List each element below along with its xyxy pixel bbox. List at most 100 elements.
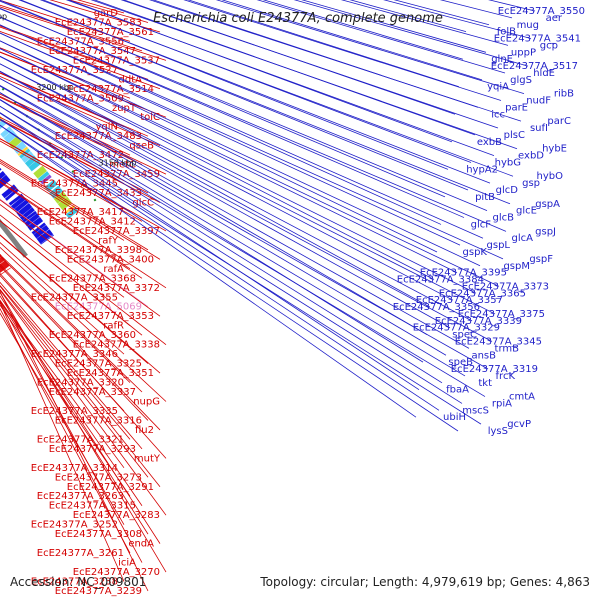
gene-label-forward: EcE24377A_3320 bbox=[37, 378, 124, 389]
gene-label-forward: EcE24377A_3360 bbox=[49, 330, 136, 341]
label-leader-line bbox=[0, 246, 167, 402]
gene-label-reverse: gspA bbox=[535, 199, 560, 210]
label-leader-line bbox=[0, 281, 143, 450]
label-leader-line bbox=[0, 300, 149, 535]
gene-label-forward: EcE24377A_3252 bbox=[31, 520, 118, 531]
label-leader-line bbox=[0, 112, 420, 391]
gene-label-forward: flu2 bbox=[135, 425, 154, 436]
gene-label-reverse: nudF bbox=[526, 96, 551, 107]
gene-label-forward: EcE24377A_3397 bbox=[73, 226, 160, 237]
gene-label-forward: EcE24377A_3483 bbox=[55, 131, 142, 142]
gene-label-forward: nupG bbox=[133, 396, 160, 407]
gene-label-reverse: gsp bbox=[522, 178, 540, 189]
label-leader-line bbox=[0, 242, 125, 355]
gene-label-forward: tolC bbox=[140, 112, 160, 123]
gene-label-forward: EcE24377A_3368 bbox=[49, 273, 136, 284]
gene-label-reverse: exbD bbox=[518, 151, 544, 162]
gene-label-reverse: EcE24377A_3329 bbox=[413, 323, 500, 334]
gene-label-forward: endA bbox=[128, 539, 154, 550]
gene-label-reverse: gspM bbox=[503, 261, 530, 272]
gene-label-forward: EcE24377A_3509 bbox=[37, 93, 124, 104]
gene-label-reverse: pitB bbox=[475, 192, 495, 203]
label-leader-line bbox=[0, 290, 149, 592]
label-leader-line bbox=[0, 214, 167, 345]
gene-label-forward: EcE24377A_3238 bbox=[31, 577, 118, 588]
label-leader-line bbox=[0, 92, 489, 370]
gene-label-forward: EcE24377A_5069 bbox=[55, 302, 142, 313]
label-leader-line bbox=[0, 289, 167, 516]
gene-label-reverse: frcK bbox=[496, 371, 516, 382]
label-leader-line bbox=[18, 0, 491, 184]
label-leader-line bbox=[90, 0, 518, 150]
label-leader-line bbox=[67, 0, 453, 143]
label-leader-line bbox=[256, 0, 506, 74]
gene-label-reverse: aer bbox=[546, 13, 563, 24]
gene-label-forward: mutY bbox=[134, 453, 161, 464]
label-leader-line bbox=[0, 234, 149, 364]
label-leader-line bbox=[0, 51, 167, 118]
gene-label-reverse: icc bbox=[491, 109, 505, 120]
label-leader-line bbox=[262, 0, 464, 60]
gene-label-reverse: hldE bbox=[533, 68, 555, 79]
label-leader-line bbox=[0, 162, 125, 241]
label-leader-line bbox=[0, 55, 477, 294]
gene-label-forward: rafR bbox=[103, 321, 124, 332]
gene-label-reverse: fbaA bbox=[446, 385, 469, 396]
label-leader-line bbox=[0, 92, 447, 356]
gene-label-forward: ddtA bbox=[119, 74, 143, 85]
gene-label-forward: EcE24377A_3291 bbox=[67, 482, 154, 493]
kbp-tick-label: 3150 kbp bbox=[99, 158, 137, 167]
gene-label-forward: EcE24377A_3583 bbox=[55, 17, 142, 28]
label-leader-line bbox=[0, 118, 125, 184]
gene-label-forward: EcE24377A_3527 bbox=[31, 65, 118, 76]
gene-label-reverse: EcE24377A_3541 bbox=[494, 34, 581, 45]
label-leader-line bbox=[0, 204, 125, 298]
gene-label-forward: EcE24377A_3263 bbox=[37, 491, 124, 502]
label-leader-line bbox=[149, 0, 522, 122]
gene-label-forward: EcE24377A_3293 bbox=[49, 444, 136, 455]
gene-label-forward: EcE24377A_3314 bbox=[31, 463, 118, 474]
label-leader-line bbox=[0, 307, 131, 554]
gene-label-reverse: mug bbox=[517, 20, 539, 31]
label-leader-line bbox=[0, 40, 438, 253]
gene-label-reverse: EcE24377A_3345 bbox=[455, 336, 542, 347]
label-leader-line bbox=[0, 4, 143, 52]
gene-label-forward: EcE24377A_3417 bbox=[37, 207, 124, 218]
gene-label-reverse: EcE24377A_3356 bbox=[393, 302, 480, 313]
label-leader-line bbox=[120, 0, 499, 129]
label-leader-line bbox=[221, 0, 483, 81]
gene-label-reverse: glcB bbox=[493, 213, 515, 224]
label-leader-line bbox=[0, 24, 442, 225]
label-leader-line bbox=[0, 25, 125, 71]
label-leader-line bbox=[0, 85, 428, 335]
label-leader-line bbox=[187, 0, 460, 88]
gene-label-reverse: parE bbox=[505, 102, 528, 113]
gene-label-forward: EcE24377A_3372 bbox=[73, 283, 160, 294]
gene-label-reverse: EcE24377A_3395 bbox=[420, 268, 507, 279]
gene-label-reverse: gspL bbox=[487, 240, 511, 251]
gene-label-forward: EcE24377A_3472 bbox=[37, 150, 124, 161]
label-leader-line bbox=[0, 234, 161, 374]
label-leader-line bbox=[0, 24, 484, 239]
label-leader-line bbox=[0, 198, 149, 308]
gene-label-reverse: mscS bbox=[462, 405, 489, 416]
gene-label-reverse: gcvP bbox=[507, 419, 531, 430]
gene-label-forward: EcE24377A_3561 bbox=[67, 27, 154, 38]
gene-label-forward: EcE24377A_3514 bbox=[67, 84, 154, 95]
label-leader-line bbox=[0, 32, 504, 260]
gene-label-reverse: gcp bbox=[540, 40, 558, 51]
label-leader-line bbox=[0, 220, 143, 336]
label-leader-line bbox=[0, 31, 161, 90]
label-leader-line bbox=[0, 119, 482, 425]
gene-label-reverse: glcE bbox=[516, 206, 537, 217]
label-leader-line bbox=[65, 0, 495, 156]
label-leader-line bbox=[0, 6, 167, 61]
gene-label-reverse: cmtA bbox=[509, 392, 535, 403]
label-leader-line bbox=[0, 255, 131, 383]
gene-label-reverse: glcF bbox=[471, 219, 492, 230]
gene-label-reverse: hybG bbox=[495, 157, 521, 168]
label-leader-line bbox=[0, 124, 417, 418]
label-leader-line bbox=[0, 8, 488, 212]
label-leader-line bbox=[0, 288, 149, 478]
